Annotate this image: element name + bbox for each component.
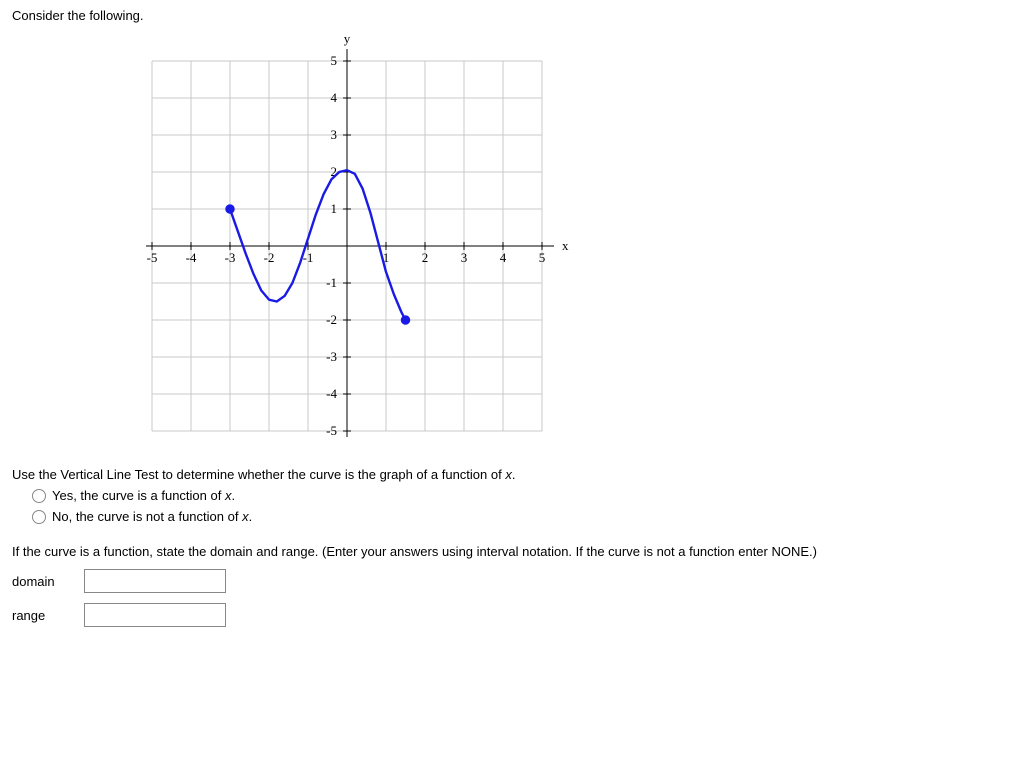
intro-text: Consider the following. [12,8,1012,23]
svg-text:-5: -5 [147,250,158,265]
opt2-a: No, the curve is not a function of [52,509,242,524]
vertical-line-test-question: Use the Vertical Line Test to determine … [12,467,1012,524]
function-graph: -5-4-3-2-11234512345-1-2-3-4-5xy [132,31,1012,451]
radio-label-no: No, the curve is not a function of x. [52,509,252,524]
range-label: range [12,608,68,623]
opt2-c: . [249,509,253,524]
svg-text:-2: -2 [326,312,337,327]
svg-text:x: x [562,238,569,253]
radio-label-yes: Yes, the curve is a function of x. [52,488,235,503]
svg-text:1: 1 [331,201,338,216]
svg-text:3: 3 [461,250,468,265]
q1-prompt-text: Use the Vertical Line Test to determine … [12,467,505,482]
opt1-a: Yes, the curve is a function of [52,488,225,503]
radio-option-yes[interactable]: Yes, the curve is a function of x. [32,488,1012,503]
range-input[interactable] [84,603,226,627]
domain-input[interactable] [84,569,226,593]
svg-text:-4: -4 [326,386,337,401]
svg-text:5: 5 [539,250,546,265]
q1-prompt: Use the Vertical Line Test to determine … [12,467,1012,482]
domain-range-question: If the curve is a function, state the do… [12,544,1012,627]
svg-text:-2: -2 [264,250,275,265]
svg-text:-5: -5 [326,423,337,438]
graph-svg: -5-4-3-2-11234512345-1-2-3-4-5xy [132,31,572,451]
svg-text:2: 2 [422,250,429,265]
svg-text:4: 4 [331,90,338,105]
svg-text:4: 4 [500,250,507,265]
radio-option-no[interactable]: No, the curve is not a function of x. [32,509,1012,524]
problem-container: Consider the following. -5-4-3-2-1123451… [12,8,1012,627]
q1-prompt-end: . [512,467,516,482]
domain-label: domain [12,574,68,589]
q2-prompt: If the curve is a function, state the do… [12,544,1012,559]
range-row: range [12,603,1012,627]
opt1-c: . [231,488,235,503]
svg-text:-3: -3 [326,349,337,364]
svg-text:3: 3 [331,127,338,142]
svg-text:-3: -3 [225,250,236,265]
radio-icon [32,489,46,503]
domain-row: domain [12,569,1012,593]
svg-text:-1: -1 [326,275,337,290]
svg-text:-4: -4 [186,250,197,265]
svg-text:5: 5 [331,53,338,68]
radio-icon [32,510,46,524]
svg-text:y: y [344,31,351,46]
